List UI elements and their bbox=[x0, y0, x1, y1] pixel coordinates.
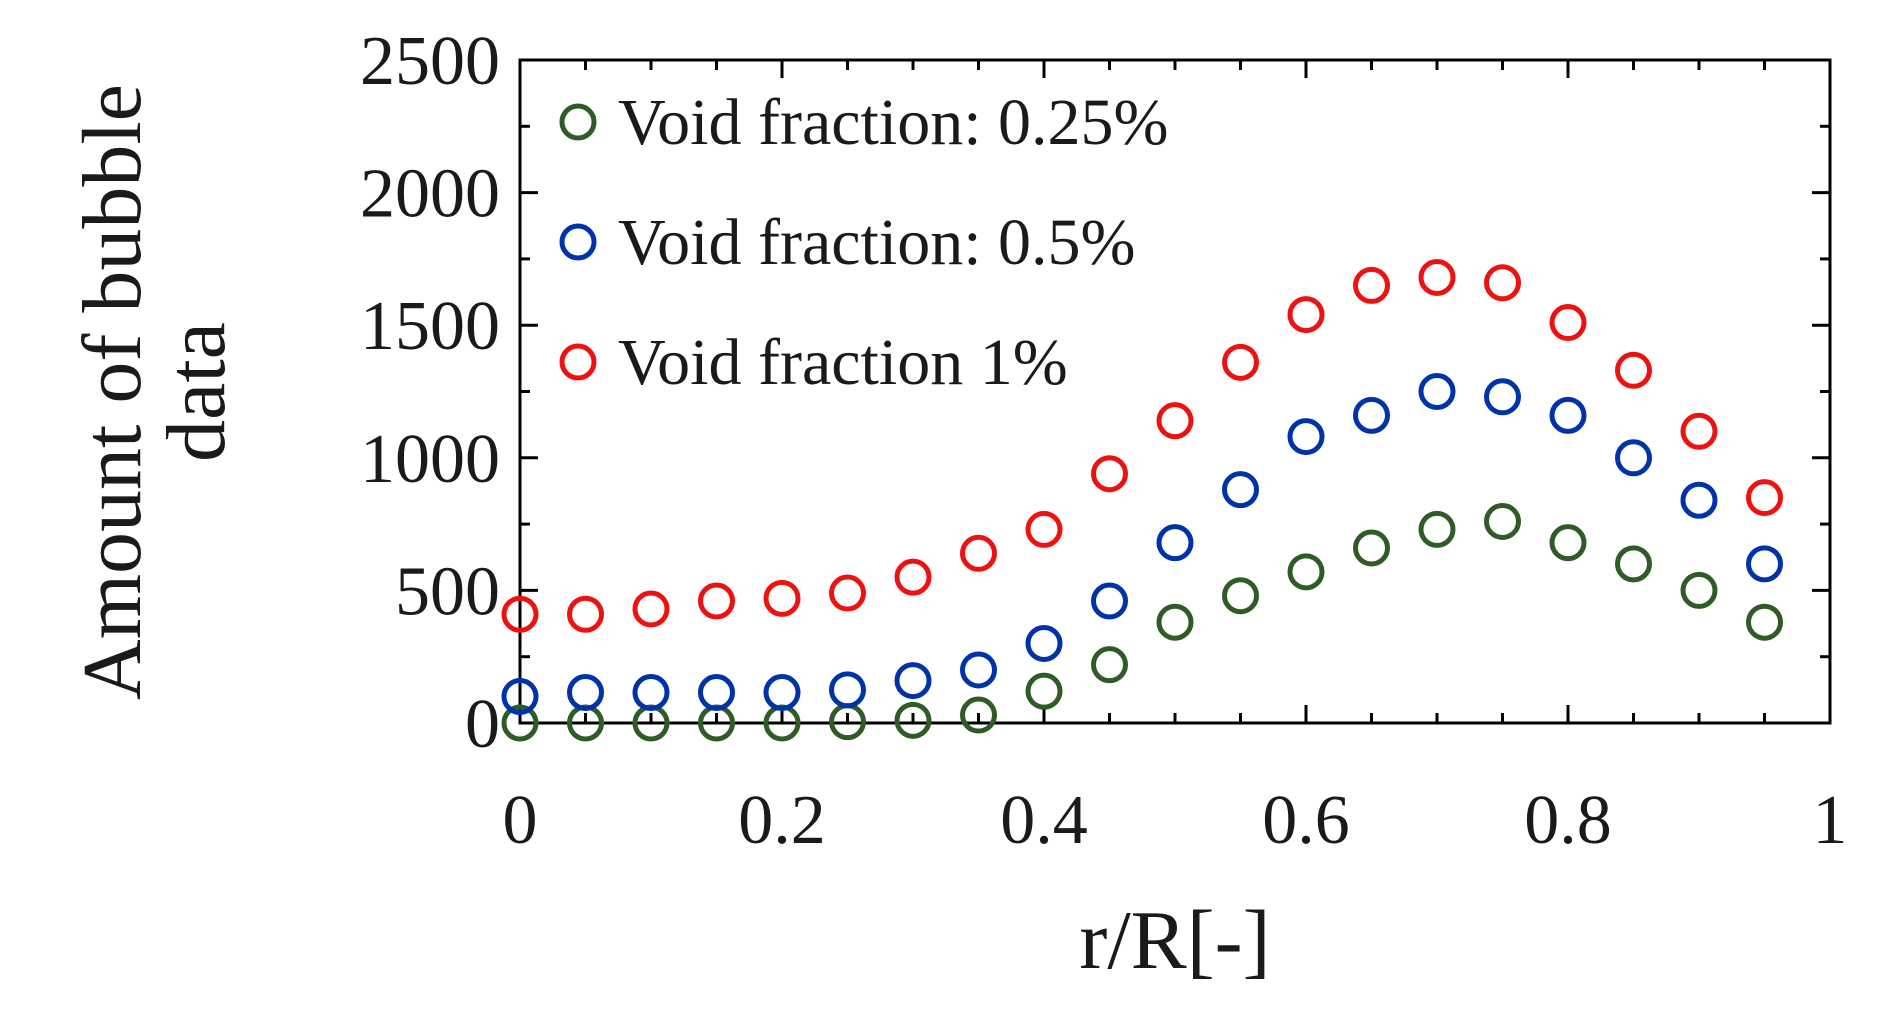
data-point bbox=[501, 677, 539, 715]
data-point bbox=[1418, 258, 1456, 296]
y-tick-label: 0 bbox=[465, 686, 500, 763]
series-3-points bbox=[501, 258, 1783, 633]
legend-marker bbox=[559, 103, 597, 141]
data-point bbox=[1222, 577, 1259, 615]
data-point bbox=[1615, 439, 1652, 477]
data-point bbox=[501, 595, 539, 633]
legend-label: Void fraction 1% bbox=[618, 326, 1068, 399]
data-point bbox=[1484, 264, 1521, 302]
x-axis-title: r/R[-] bbox=[1079, 894, 1270, 987]
tick-labels: 0 0.2 0.4 0.6 0.8 1 0 500 1000 1500 2000 2500 bbox=[360, 23, 1848, 859]
data-point bbox=[1746, 545, 1783, 583]
data-point bbox=[698, 674, 735, 712]
data-point bbox=[1222, 343, 1259, 381]
data-point bbox=[1484, 502, 1521, 540]
data-point bbox=[1287, 418, 1325, 456]
data-point bbox=[501, 704, 539, 742]
data-point bbox=[567, 674, 604, 712]
data-point bbox=[1025, 510, 1063, 548]
series-1-points bbox=[501, 502, 1783, 742]
y-tick-label: 1500 bbox=[360, 288, 500, 365]
data-point bbox=[1680, 571, 1718, 609]
legend-item-1: Void fraction: 0.25% bbox=[559, 86, 1169, 159]
legend-label: Void fraction: 0.25% bbox=[618, 86, 1169, 159]
data-point bbox=[894, 558, 932, 596]
legend-label: Void fraction: 0.5% bbox=[618, 206, 1136, 279]
data-point bbox=[1680, 412, 1718, 450]
data-point bbox=[763, 674, 801, 712]
data-point bbox=[1353, 529, 1390, 567]
data-point bbox=[894, 701, 932, 739]
data-point bbox=[829, 574, 866, 612]
data-point bbox=[1222, 471, 1259, 509]
data-points bbox=[501, 258, 1783, 742]
y-axis-title-line-1: Amount of bubble bbox=[66, 84, 159, 700]
series-2-points bbox=[501, 373, 1783, 715]
y-tick-label: 2500 bbox=[360, 23, 500, 100]
legend: Void fraction: 0.25% Void fraction: 0.5% V… bbox=[559, 86, 1169, 399]
x-tick-label: 0 bbox=[503, 782, 538, 859]
data-point bbox=[1549, 524, 1587, 562]
axis-ticks bbox=[518, 58, 1832, 725]
data-point bbox=[1091, 455, 1128, 493]
data-point bbox=[1484, 378, 1521, 416]
x-tick-label: 0.8 bbox=[1524, 782, 1612, 859]
data-point bbox=[1287, 553, 1325, 591]
data-point bbox=[960, 696, 997, 734]
data-point bbox=[698, 582, 735, 620]
data-point bbox=[1746, 603, 1783, 641]
data-point bbox=[1353, 396, 1390, 434]
data-point bbox=[1615, 351, 1652, 389]
y-tick-label: 2000 bbox=[360, 156, 500, 233]
data-point bbox=[1746, 479, 1783, 517]
data-point bbox=[1091, 582, 1128, 620]
data-point bbox=[829, 671, 866, 709]
legend-marker bbox=[559, 343, 597, 381]
data-point bbox=[1549, 304, 1587, 342]
data-point bbox=[1353, 266, 1390, 304]
data-point bbox=[567, 595, 604, 633]
data-point bbox=[1156, 524, 1194, 562]
data-point bbox=[1418, 373, 1456, 410]
data-point bbox=[1615, 545, 1652, 583]
data-point bbox=[1418, 510, 1456, 548]
x-tick-label: 0.4 bbox=[1000, 782, 1088, 859]
y-tick-label: 500 bbox=[395, 553, 500, 630]
data-point bbox=[763, 579, 801, 617]
data-point bbox=[632, 674, 670, 712]
legend-marker bbox=[559, 223, 597, 261]
x-tick-label: 0.2 bbox=[738, 782, 826, 859]
data-point bbox=[632, 590, 670, 628]
y-axis-title-line-2: data bbox=[150, 322, 243, 462]
data-point bbox=[1156, 402, 1194, 440]
data-point bbox=[1287, 296, 1325, 334]
data-point bbox=[1156, 603, 1194, 641]
legend-item-3: Void fraction 1% bbox=[559, 326, 1068, 399]
y-tick-label: 1000 bbox=[360, 421, 500, 498]
data-point bbox=[1025, 624, 1063, 662]
data-point bbox=[960, 534, 997, 572]
data-point bbox=[1025, 672, 1063, 710]
data-point bbox=[894, 662, 932, 700]
legend-item-2: Void fraction: 0.5% bbox=[559, 206, 1136, 279]
y-axis-title: Amount of bubble data bbox=[66, 84, 243, 700]
x-tick-label: 0.6 bbox=[1262, 782, 1350, 859]
data-point bbox=[1680, 481, 1718, 519]
data-point bbox=[1091, 646, 1128, 684]
data-point bbox=[1549, 396, 1587, 434]
x-tick-label: 1 bbox=[1813, 782, 1848, 859]
data-point bbox=[960, 651, 997, 689]
